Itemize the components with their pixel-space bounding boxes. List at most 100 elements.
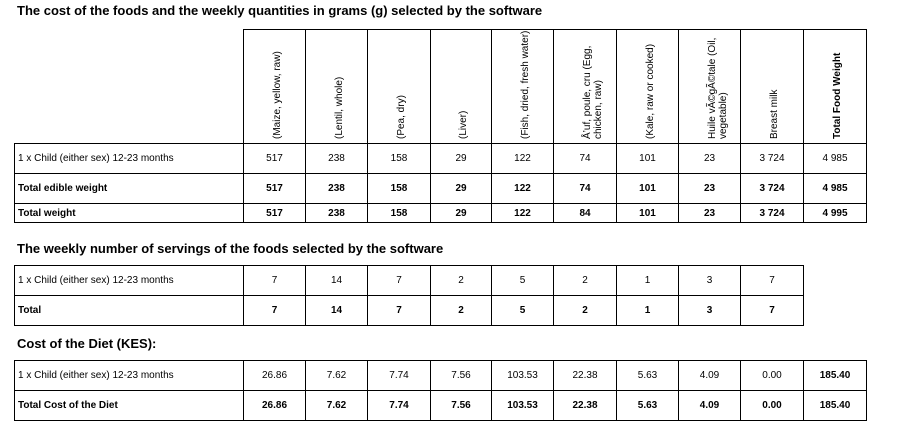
table-cell: 2: [553, 265, 617, 296]
table-cell: 2: [430, 265, 492, 296]
quantities-heading: The cost of the foods and the weekly qua…: [17, 3, 543, 18]
food-name: (Kale, raw or cooked): [644, 43, 656, 139]
table-row: 1 x Child (either sex) 12-23 months 7 14…: [14, 265, 804, 296]
table-cell: 74: [553, 143, 617, 174]
table-cell: 1: [616, 295, 679, 326]
table-cell: 185.40: [803, 360, 867, 391]
total-food-weight-header: Total Food Weight: [803, 29, 867, 144]
food-header-oil: Huile vÃ©gÃ©tale (Oil, vegetable): [678, 29, 741, 144]
row-label: Total Cost of the Diet: [14, 390, 244, 421]
table-cell: 103.53: [491, 390, 554, 421]
table-cell: 26.86: [243, 390, 306, 421]
row-label: Total: [14, 295, 244, 326]
table-cell: 74: [553, 173, 617, 204]
row-label: 1 x Child (either sex) 12-23 months: [14, 265, 244, 296]
table-cell: 22.38: [553, 390, 617, 421]
table-cell: 7.56: [430, 390, 492, 421]
table-cell: 5.63: [616, 390, 679, 421]
row-label: Total edible weight: [14, 173, 244, 204]
table-cell: 5: [491, 295, 554, 326]
servings-table: 1 x Child (either sex) 12-23 months 7 14…: [14, 265, 804, 326]
table-cell: 101: [616, 143, 679, 174]
table-cell: 4 985: [803, 143, 867, 174]
table-cell: 238: [305, 203, 368, 223]
table-cell: 517: [243, 143, 306, 174]
table-row: Total edible weight 517 238 158 29 122 7…: [14, 173, 867, 204]
table-cell: 29: [430, 143, 492, 174]
food-name: Å’uf, poule, cru (Egg, chicken, raw): [582, 45, 604, 139]
table-cell: 5.63: [616, 360, 679, 391]
table-cell: 7: [367, 265, 431, 296]
servings-heading: The weekly number of servings of the foo…: [17, 241, 444, 256]
table-cell: 4 985: [803, 173, 867, 204]
table-cell: 4 995: [803, 203, 867, 223]
table-cell: 3: [678, 265, 741, 296]
row-label: 1 x Child (either sex) 12-23 months: [14, 143, 244, 174]
food-name: (Fish, dried, fresh water): [519, 30, 531, 139]
table-cell: 122: [491, 203, 554, 223]
table-cell: 23: [678, 173, 741, 204]
table-cell: 5: [491, 265, 554, 296]
table-cell: 7: [740, 265, 804, 296]
table-cell: 2: [430, 295, 492, 326]
food-name: Breast milk: [769, 89, 780, 139]
table-cell: 158: [367, 203, 431, 223]
food-name: (Pea, dry): [396, 95, 407, 139]
table-cell: 122: [491, 173, 554, 204]
food-header-kale: (Kale, raw or cooked): [616, 29, 679, 144]
table-cell: 23: [678, 143, 741, 174]
table-row: Total weight 517 238 158 29 122 84 101 2…: [14, 203, 867, 223]
table-cell: 3: [678, 295, 741, 326]
table-cell: 29: [430, 173, 492, 204]
quantities-table: (Maize, yellow, raw) (Lentil, whole) (Pe…: [14, 29, 867, 223]
food-header-lentil: (Lentil, whole): [305, 29, 368, 144]
table-cell: 7: [243, 295, 306, 326]
table-cell: 517: [243, 173, 306, 204]
row-label: 1 x Child (either sex) 12-23 months: [14, 360, 244, 391]
table-cell: 3 724: [740, 143, 804, 174]
table-cell: 158: [367, 173, 431, 204]
table-cell: 14: [305, 295, 368, 326]
table-cell: 4.09: [678, 390, 741, 421]
table-cell: 3 724: [740, 173, 804, 204]
table-cell: 23: [678, 203, 741, 223]
table-cell: 238: [305, 173, 368, 204]
table-cell: 101: [616, 203, 679, 223]
table-cell: 0.00: [740, 390, 804, 421]
food-header-breast-milk: Breast milk: [740, 29, 804, 144]
food-name: (Lentil, whole): [333, 76, 345, 139]
table-cell: 0.00: [740, 360, 804, 391]
table-cell: 122: [491, 143, 554, 174]
table-cell: 4.09: [678, 360, 741, 391]
table-cell: 185.40: [803, 390, 867, 421]
table-cell: 517: [243, 203, 306, 223]
table-cell: 7: [740, 295, 804, 326]
table-cell: 14: [305, 265, 368, 296]
table-cell: 7: [243, 265, 306, 296]
food-header-pea: (Pea, dry): [367, 29, 431, 144]
table-cell: 1: [616, 265, 679, 296]
food-name: Huile vÃ©gÃ©tale (Oil, vegetable): [706, 37, 729, 139]
table-cell: 3 724: [740, 203, 804, 223]
table-cell: 7.62: [305, 360, 368, 391]
table-cell: 7.56: [430, 360, 492, 391]
food-name: (Liver): [458, 110, 469, 139]
row-label: Total weight: [14, 203, 244, 223]
table-cell: 103.53: [491, 360, 554, 391]
table-cell: 26.86: [243, 360, 306, 391]
table-cell: 7.74: [367, 390, 431, 421]
table-cell: 29: [430, 203, 492, 223]
table-cell: 158: [367, 143, 431, 174]
table-cell: 84: [553, 203, 617, 223]
header-corner: [14, 29, 244, 144]
table-cell: 7.62: [305, 390, 368, 421]
food-header-egg: Å’uf, poule, cru (Egg, chicken, raw): [553, 29, 617, 144]
table-cell: 2: [553, 295, 617, 326]
food-name: (Maize, yellow, raw): [271, 51, 283, 139]
table-cell: 22.38: [553, 360, 617, 391]
table-cell: 7.74: [367, 360, 431, 391]
food-header-fish: (Fish, dried, fresh water): [491, 29, 554, 144]
table-row: Total 7 14 7 2 5 2 1 3 7: [14, 295, 804, 326]
food-header-row: (Maize, yellow, raw) (Lentil, whole) (Pe…: [14, 29, 867, 144]
table-cell: 101: [616, 173, 679, 204]
